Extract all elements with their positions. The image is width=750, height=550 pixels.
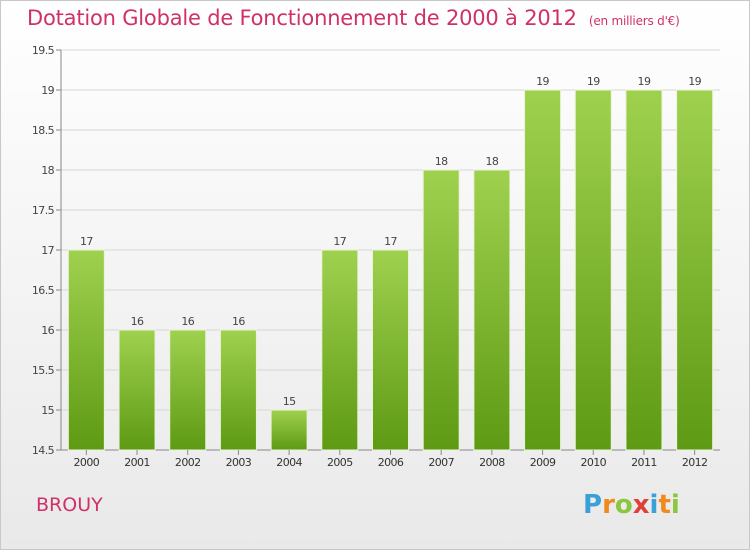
data-label: 19 bbox=[587, 75, 600, 88]
bar bbox=[321, 249, 359, 451]
x-tick-label: 2006 bbox=[378, 456, 404, 469]
chart-title: Dotation Globale de Fonctionnement de 20… bbox=[27, 6, 680, 30]
y-tick-label: 16 bbox=[41, 324, 54, 337]
x-tick-label: 2010 bbox=[580, 456, 606, 469]
x-tick-label: 2012 bbox=[682, 456, 708, 469]
logo-letter: i bbox=[649, 490, 659, 520]
y-tick-label: 19 bbox=[41, 84, 54, 97]
logo-letter: x bbox=[632, 490, 650, 520]
logo-letter: o bbox=[614, 490, 633, 520]
x-tick-label: 2001 bbox=[124, 456, 150, 469]
logo-letter: P bbox=[583, 490, 603, 520]
y-tick-label: 17 bbox=[41, 244, 54, 257]
data-label: 17 bbox=[384, 235, 397, 248]
data-label: 16 bbox=[181, 315, 194, 328]
bar bbox=[118, 329, 156, 451]
bar bbox=[422, 169, 460, 451]
data-label: 19 bbox=[536, 75, 549, 88]
y-tick-label: 18 bbox=[41, 164, 54, 177]
data-label: 16 bbox=[131, 315, 144, 328]
data-label: 15 bbox=[283, 395, 296, 408]
data-label: 17 bbox=[80, 235, 93, 248]
commune-name: BROUY bbox=[36, 494, 103, 516]
bar bbox=[270, 409, 308, 451]
bar bbox=[676, 89, 714, 451]
x-tick-label: 2002 bbox=[175, 456, 201, 469]
x-tick-label: 2007 bbox=[428, 456, 454, 469]
x-tick-label: 2005 bbox=[327, 456, 353, 469]
y-tick-label: 15 bbox=[41, 404, 54, 417]
bar bbox=[625, 89, 663, 451]
x-tick-label: 2003 bbox=[226, 456, 252, 469]
x-tick-label: 2004 bbox=[276, 456, 302, 469]
data-label: 18 bbox=[485, 155, 498, 168]
logo-letter: r bbox=[602, 490, 615, 520]
y-tick-label: 19.5 bbox=[32, 44, 55, 57]
bar bbox=[169, 329, 207, 451]
bar bbox=[473, 169, 511, 451]
y-tick-label: 16.5 bbox=[32, 284, 55, 297]
y-tick-label: 17.5 bbox=[32, 204, 55, 217]
logo-letter: i bbox=[670, 490, 680, 520]
x-tick-label: 2011 bbox=[631, 456, 657, 469]
data-label: 16 bbox=[232, 315, 245, 328]
x-tick-label: 2008 bbox=[479, 456, 505, 469]
data-label: 17 bbox=[333, 235, 346, 248]
data-label: 19 bbox=[638, 75, 651, 88]
y-tick-label: 18.5 bbox=[32, 124, 55, 137]
y-tick-label: 14.5 bbox=[32, 444, 55, 457]
x-tick-label: 2009 bbox=[530, 456, 556, 469]
data-label: 18 bbox=[435, 155, 448, 168]
data-label: 19 bbox=[688, 75, 701, 88]
chart-unit: (en milliers d'€) bbox=[588, 14, 680, 28]
chart-title-text: Dotation Globale de Fonctionnement de 20… bbox=[27, 6, 577, 30]
bar bbox=[524, 89, 562, 451]
bar bbox=[67, 249, 105, 451]
bar bbox=[219, 329, 257, 451]
proxiti-logo: Proxiti bbox=[583, 490, 680, 520]
bar bbox=[372, 249, 409, 451]
y-tick-label: 15.5 bbox=[32, 364, 55, 377]
x-tick-label: 2000 bbox=[74, 456, 100, 469]
logo-letter: t bbox=[658, 490, 671, 520]
bar bbox=[574, 89, 612, 451]
